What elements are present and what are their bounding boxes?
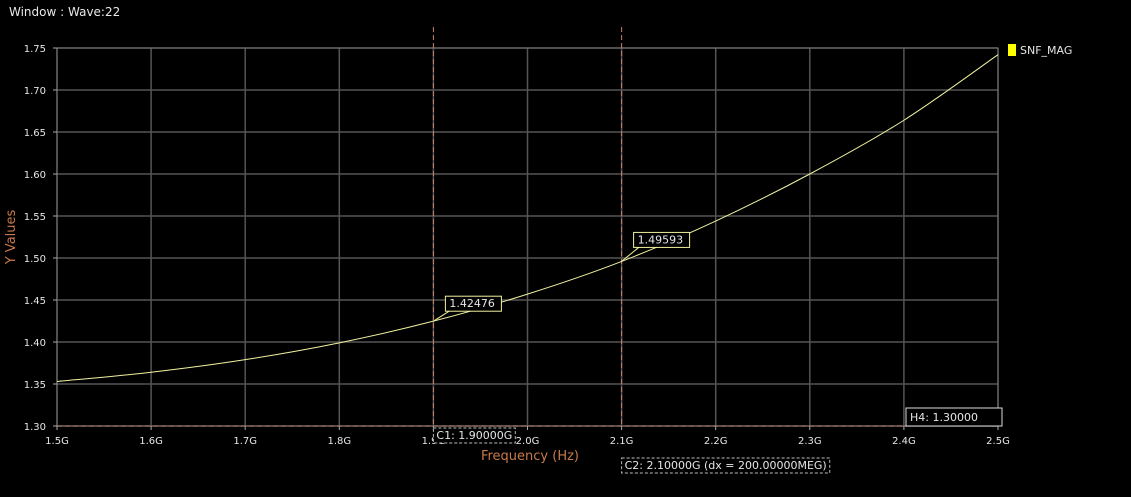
y-tick-label: 1.75 xyxy=(24,44,46,55)
cursor-label-text: H4: 1.30000 xyxy=(910,411,978,424)
y-tick-label: 1.55 xyxy=(24,212,46,223)
x-tick-label: 2.2G xyxy=(704,436,728,447)
legend-swatch xyxy=(1008,44,1016,56)
grid xyxy=(56,47,999,427)
x-tick-label: 2.0G xyxy=(516,436,540,447)
y-axis-label: Y Values xyxy=(4,210,19,266)
x-tick-label: 1.7G xyxy=(233,436,257,447)
y-tick-label: 1.30 xyxy=(24,422,46,433)
y-axis-ticks: 1.30 1.35 1.40 1.45 1.50 1.55 1.60 1.65 1.70 1.75 xyxy=(24,44,57,433)
marker-value: 1.49593 xyxy=(638,233,684,246)
legend-entry-snf-mag[interactable]: SNF_MAG xyxy=(1020,44,1072,57)
marker-value: 1.42476 xyxy=(449,297,495,310)
window-title: Window : Wave:22 xyxy=(9,5,121,19)
data-marker-1: 1.42476 xyxy=(433,295,502,322)
y-tick-label: 1.65 xyxy=(24,128,46,139)
x-tick-label: 1.6G xyxy=(139,436,163,447)
y-tick-label: 1.60 xyxy=(24,170,46,181)
x-tick-label: 1.5G xyxy=(45,436,69,447)
x-tick-label: 2.5G xyxy=(986,436,1010,447)
y-tick-label: 1.45 xyxy=(24,296,46,307)
cursor-layer[interactable]: C1: 1.90000G C2: 2.10000G (dx = 200.00000… xyxy=(57,27,1003,474)
marker-box xyxy=(633,231,691,248)
marker-box xyxy=(444,295,502,312)
legend[interactable]: SNF_MAG xyxy=(1008,44,1072,57)
y-tick-label: 1.70 xyxy=(24,86,46,97)
cursor-label-box xyxy=(621,457,831,474)
x-tick-label: 1.8G xyxy=(327,436,351,447)
cursor-label-c1[interactable]: C1: 1.90000G xyxy=(432,427,516,444)
x-tick-label: 2.4G xyxy=(892,436,916,447)
y-tick-label: 1.50 xyxy=(24,254,46,265)
cursor-label-h4[interactable]: H4: 1.30000 xyxy=(905,407,1003,427)
cursor-label-c2[interactable]: C2: 2.10000G (dx = 200.00000MEG) xyxy=(621,457,831,474)
y-tick-label: 1.35 xyxy=(24,380,46,391)
x-axis-label: Frequency (Hz) xyxy=(481,449,579,464)
x-tick-label: 2.1G xyxy=(610,436,634,447)
cursor-label-box xyxy=(432,427,516,444)
y-tick-label: 1.40 xyxy=(24,338,46,349)
data-marker-2: 1.49593 xyxy=(621,231,691,262)
x-tick-label: 2.3G xyxy=(798,436,822,447)
cursor-label-text: C2: 2.10000G (dx = 200.00000MEG) xyxy=(625,459,827,472)
series-line-snf-mag xyxy=(56,54,999,382)
cursor-label-box xyxy=(905,407,1003,427)
cursor-label-text: C1: 1.90000G xyxy=(436,429,512,442)
x-axis-ticks: 1.5G1.6G1.7G1.8G1.9G2.0G2.1G2.2G2.3G2.4G… xyxy=(45,426,1010,447)
marker-layer: 1.42476 1.49593 xyxy=(433,231,691,322)
